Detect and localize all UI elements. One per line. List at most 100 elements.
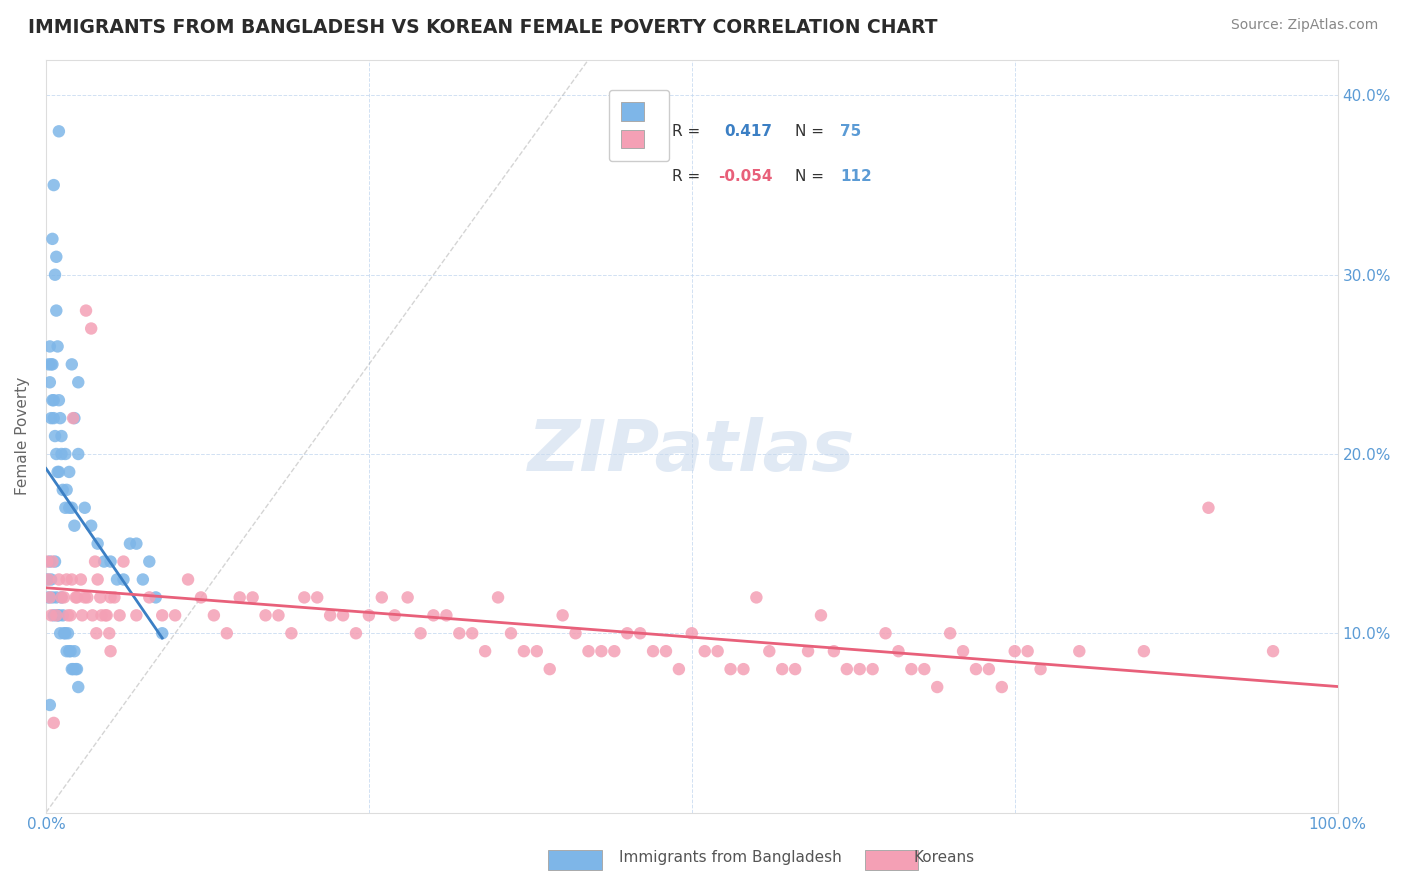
- Point: [952, 644, 974, 658]
- Point: [58, 644, 80, 658]
- Point: [927, 680, 949, 694]
- Point: [56, 626, 79, 640]
- Point: [280, 626, 302, 640]
- Point: [52, 608, 75, 623]
- Point: [63, 644, 86, 658]
- Point: [37, 555, 59, 569]
- Point: [45, 608, 67, 623]
- Point: [396, 591, 419, 605]
- Point: [720, 662, 742, 676]
- Point: [39, 608, 62, 623]
- Point: [86, 626, 108, 640]
- Point: [46, 608, 69, 623]
- Point: [138, 591, 160, 605]
- Point: [55, 573, 77, 587]
- Point: [1133, 644, 1156, 658]
- Point: [51, 591, 73, 605]
- Point: [100, 644, 122, 658]
- Point: [39, 411, 62, 425]
- Point: [65, 662, 87, 676]
- Point: [384, 608, 406, 623]
- Point: [45, 250, 67, 264]
- Legend: , : ,: [609, 90, 669, 161]
- Point: [48, 393, 70, 408]
- Point: [770, 662, 793, 676]
- Point: [94, 608, 117, 623]
- Point: [1069, 644, 1091, 658]
- Point: [112, 573, 135, 587]
- Point: [538, 662, 561, 676]
- Point: [125, 608, 148, 623]
- Point: [96, 608, 118, 623]
- Point: [55, 483, 77, 497]
- Point: [242, 591, 264, 605]
- Point: [45, 447, 67, 461]
- Point: [785, 662, 807, 676]
- Point: [73, 500, 96, 515]
- Point: [138, 555, 160, 569]
- Point: [100, 591, 122, 605]
- Text: N =: N =: [796, 124, 824, 138]
- Point: [939, 626, 962, 640]
- Point: [41, 232, 63, 246]
- Point: [82, 608, 104, 623]
- Point: [70, 573, 93, 587]
- Point: [105, 573, 128, 587]
- Point: [38, 357, 60, 371]
- Point: [48, 573, 70, 587]
- Point: [344, 626, 367, 640]
- Point: [745, 591, 768, 605]
- Point: [706, 644, 728, 658]
- Text: 0.417: 0.417: [724, 124, 772, 138]
- Point: [551, 608, 574, 623]
- Point: [63, 518, 86, 533]
- Point: [887, 644, 910, 658]
- Text: R =: R =: [672, 124, 700, 138]
- Point: [900, 662, 922, 676]
- Point: [38, 698, 60, 712]
- Point: [603, 644, 626, 658]
- Point: [59, 608, 82, 623]
- Point: [38, 376, 60, 390]
- Point: [1029, 662, 1052, 676]
- Point: [758, 644, 780, 658]
- Point: [65, 591, 87, 605]
- Point: [48, 608, 70, 623]
- Point: [1004, 644, 1026, 658]
- Point: [145, 591, 167, 605]
- Point: [45, 591, 67, 605]
- Point: [86, 573, 108, 587]
- Point: [655, 644, 678, 658]
- Point: [486, 591, 509, 605]
- Point: [39, 573, 62, 587]
- Y-axis label: Female Poverty: Female Poverty: [15, 377, 30, 495]
- Point: [357, 608, 380, 623]
- Point: [150, 608, 173, 623]
- Point: [42, 715, 65, 730]
- Point: [103, 591, 125, 605]
- Point: [53, 591, 76, 605]
- Point: [41, 357, 63, 371]
- Point: [332, 608, 354, 623]
- Point: [37, 573, 59, 587]
- Text: N =: N =: [796, 169, 824, 184]
- Point: [267, 608, 290, 623]
- Point: [38, 591, 60, 605]
- Point: [733, 662, 755, 676]
- Point: [513, 644, 536, 658]
- Point: [73, 591, 96, 605]
- Point: [70, 608, 93, 623]
- Point: [422, 608, 444, 623]
- Point: [797, 644, 820, 658]
- Point: [228, 591, 250, 605]
- Point: [48, 124, 70, 138]
- Point: [108, 608, 131, 623]
- Point: [84, 555, 107, 569]
- Point: [55, 644, 77, 658]
- Point: [41, 393, 63, 408]
- Point: [319, 608, 342, 623]
- Point: [44, 268, 66, 282]
- Point: [42, 393, 65, 408]
- Point: [100, 555, 122, 569]
- Point: [98, 626, 121, 640]
